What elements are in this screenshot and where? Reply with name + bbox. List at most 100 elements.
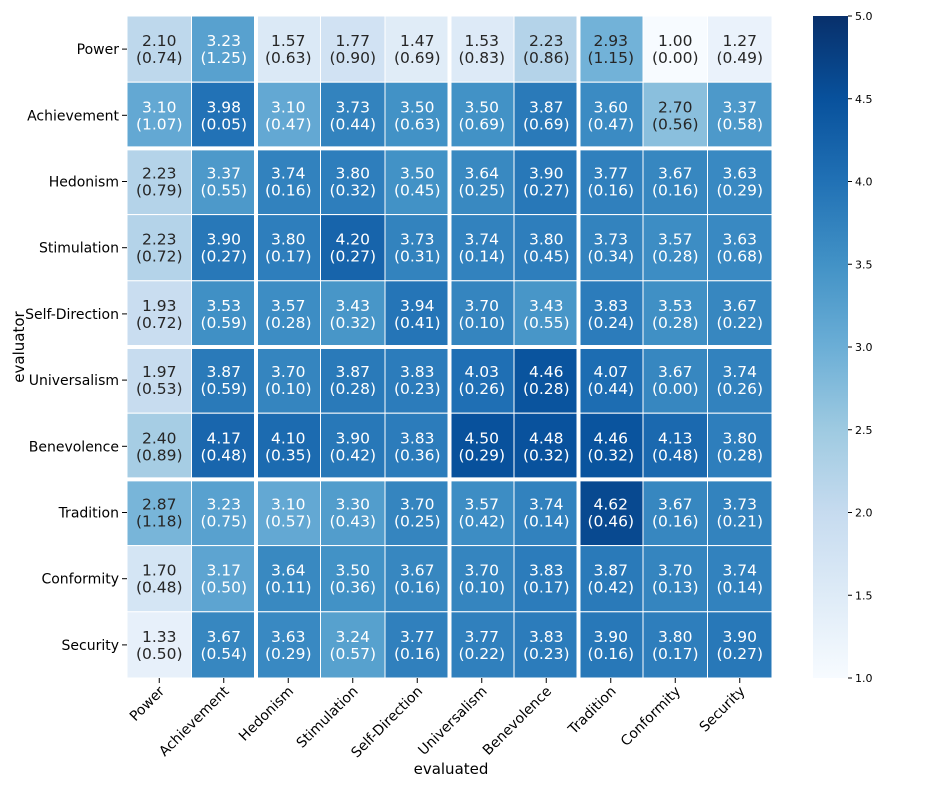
heatmap-cell bbox=[578, 346, 644, 414]
cell-mean-label: 3.80 bbox=[529, 231, 564, 249]
cell-mean-label: 3.90 bbox=[593, 628, 628, 646]
heatmap-cell bbox=[707, 346, 773, 414]
cell-std-label: (0.31) bbox=[394, 248, 441, 266]
cell-mean-label: 1.70 bbox=[142, 562, 177, 580]
cell-std-label: (0.42) bbox=[329, 446, 376, 464]
cell-std-label: (1.25) bbox=[200, 49, 247, 67]
heatmap-cell bbox=[449, 214, 515, 282]
cell-mean-label: 3.23 bbox=[206, 32, 241, 50]
cell-mean-label: 3.87 bbox=[206, 363, 241, 381]
cell-std-label: (0.24) bbox=[587, 314, 634, 332]
heatmap-cell bbox=[707, 81, 773, 149]
cell-mean-label: 4.03 bbox=[464, 363, 499, 381]
heatmap-cell bbox=[578, 214, 644, 282]
cell-mean-label: 3.94 bbox=[400, 297, 435, 315]
cell-mean-label: 3.10 bbox=[271, 98, 306, 116]
heatmap-cell bbox=[320, 346, 386, 414]
cell-std-label: (0.56) bbox=[652, 115, 699, 133]
heatmap-cell bbox=[255, 611, 321, 679]
cell-std-label: (0.36) bbox=[394, 446, 441, 464]
cell-mean-label: 3.70 bbox=[400, 496, 435, 514]
cell-mean-label: 3.57 bbox=[658, 231, 693, 249]
cell-std-label: (0.79) bbox=[136, 182, 183, 200]
cell-mean-label: 3.90 bbox=[335, 429, 370, 447]
heatmap-cell bbox=[707, 214, 773, 282]
cell-std-label: (0.27) bbox=[200, 248, 247, 266]
cell-mean-label: 2.23 bbox=[142, 165, 177, 183]
cell-std-label: (0.68) bbox=[716, 248, 763, 266]
cell-mean-label: 3.80 bbox=[722, 429, 757, 447]
cell-mean-label: 3.83 bbox=[400, 429, 435, 447]
cell-mean-label: 1.27 bbox=[722, 32, 757, 50]
heatmap-cell bbox=[513, 214, 579, 282]
cell-std-label: (0.14) bbox=[458, 248, 505, 266]
cell-std-label: (0.00) bbox=[652, 380, 699, 398]
cell-mean-label: 2.23 bbox=[142, 231, 177, 249]
cell-std-label: (0.27) bbox=[523, 182, 570, 200]
cell-mean-label: 2.93 bbox=[593, 32, 628, 50]
cell-std-label: (0.69) bbox=[394, 49, 441, 67]
cell-mean-label: 3.63 bbox=[722, 165, 757, 183]
cell-std-label: (0.25) bbox=[458, 182, 505, 200]
cell-mean-label: 3.24 bbox=[335, 628, 370, 646]
cell-std-label: (0.48) bbox=[652, 446, 699, 464]
cell-std-label: (0.55) bbox=[200, 182, 247, 200]
cell-std-label: (0.14) bbox=[523, 513, 570, 531]
heatmap-cell bbox=[513, 147, 579, 216]
cell-std-label: (0.44) bbox=[587, 380, 634, 398]
cell-std-label: (0.59) bbox=[200, 380, 247, 398]
cell-mean-label: 1.53 bbox=[464, 32, 499, 50]
cell-std-label: (0.49) bbox=[716, 49, 763, 67]
colorbar-tick-label: 2.0 bbox=[855, 507, 873, 520]
cell-std-label: (0.41) bbox=[394, 314, 441, 332]
heatmap-cell bbox=[255, 15, 321, 83]
heatmap-cell bbox=[255, 478, 321, 547]
cell-mean-label: 1.57 bbox=[271, 32, 306, 50]
heatmap-cell bbox=[449, 280, 515, 348]
cell-mean-label: 3.98 bbox=[206, 98, 241, 116]
cell-std-label: (0.17) bbox=[652, 645, 699, 663]
cell-std-label: (0.17) bbox=[523, 579, 570, 597]
heatmap-cell bbox=[191, 280, 257, 348]
cell-mean-label: 3.23 bbox=[206, 496, 241, 514]
cell-std-label: (0.10) bbox=[458, 314, 505, 332]
heatmap-cell bbox=[578, 15, 644, 83]
cell-mean-label: 4.46 bbox=[593, 429, 628, 447]
cell-mean-label: 3.77 bbox=[593, 165, 628, 183]
cell-std-label: (0.57) bbox=[329, 645, 376, 663]
cell-std-label: (0.26) bbox=[716, 380, 763, 398]
cell-std-label: (0.90) bbox=[329, 49, 376, 67]
colorbar-tick-label: 2.5 bbox=[855, 424, 873, 437]
cell-mean-label: 3.53 bbox=[658, 297, 693, 315]
colorbar-tick-label: 1.5 bbox=[855, 589, 873, 602]
heatmap-cell bbox=[449, 412, 515, 480]
cell-mean-label: 3.90 bbox=[206, 231, 241, 249]
cell-mean-label: 4.62 bbox=[593, 496, 628, 514]
cell-mean-label: 3.74 bbox=[722, 562, 757, 580]
cell-std-label: (0.29) bbox=[458, 446, 505, 464]
cell-std-label: (0.23) bbox=[394, 380, 441, 398]
cell-mean-label: 3.43 bbox=[335, 297, 370, 315]
cell-std-label: (0.28) bbox=[652, 314, 699, 332]
column-tick-label: Stimulation bbox=[294, 684, 362, 752]
cell-mean-label: 3.50 bbox=[464, 98, 499, 116]
cell-std-label: (0.50) bbox=[136, 645, 183, 663]
cell-std-label: (0.53) bbox=[136, 380, 183, 398]
cell-mean-label: 4.10 bbox=[271, 429, 306, 447]
cell-std-label: (0.05) bbox=[200, 115, 247, 133]
cell-mean-label: 3.70 bbox=[271, 363, 306, 381]
cell-std-label: (0.35) bbox=[265, 446, 312, 464]
heatmap-cell bbox=[578, 611, 644, 679]
cell-std-label: (0.22) bbox=[716, 314, 763, 332]
cell-std-label: (0.25) bbox=[394, 513, 441, 531]
cell-std-label: (0.23) bbox=[523, 645, 570, 663]
cell-std-label: (0.27) bbox=[716, 645, 763, 663]
row-tick-label: Tradition bbox=[58, 506, 119, 522]
cell-mean-label: 3.57 bbox=[271, 297, 306, 315]
heatmap-cell bbox=[707, 545, 773, 613]
cell-std-label: (0.48) bbox=[136, 579, 183, 597]
heatmap-cell bbox=[191, 611, 257, 679]
cell-mean-label: 3.50 bbox=[400, 165, 435, 183]
column-tick-label: Power bbox=[127, 683, 168, 724]
colorbar-tick-label: 1.0 bbox=[855, 672, 873, 685]
